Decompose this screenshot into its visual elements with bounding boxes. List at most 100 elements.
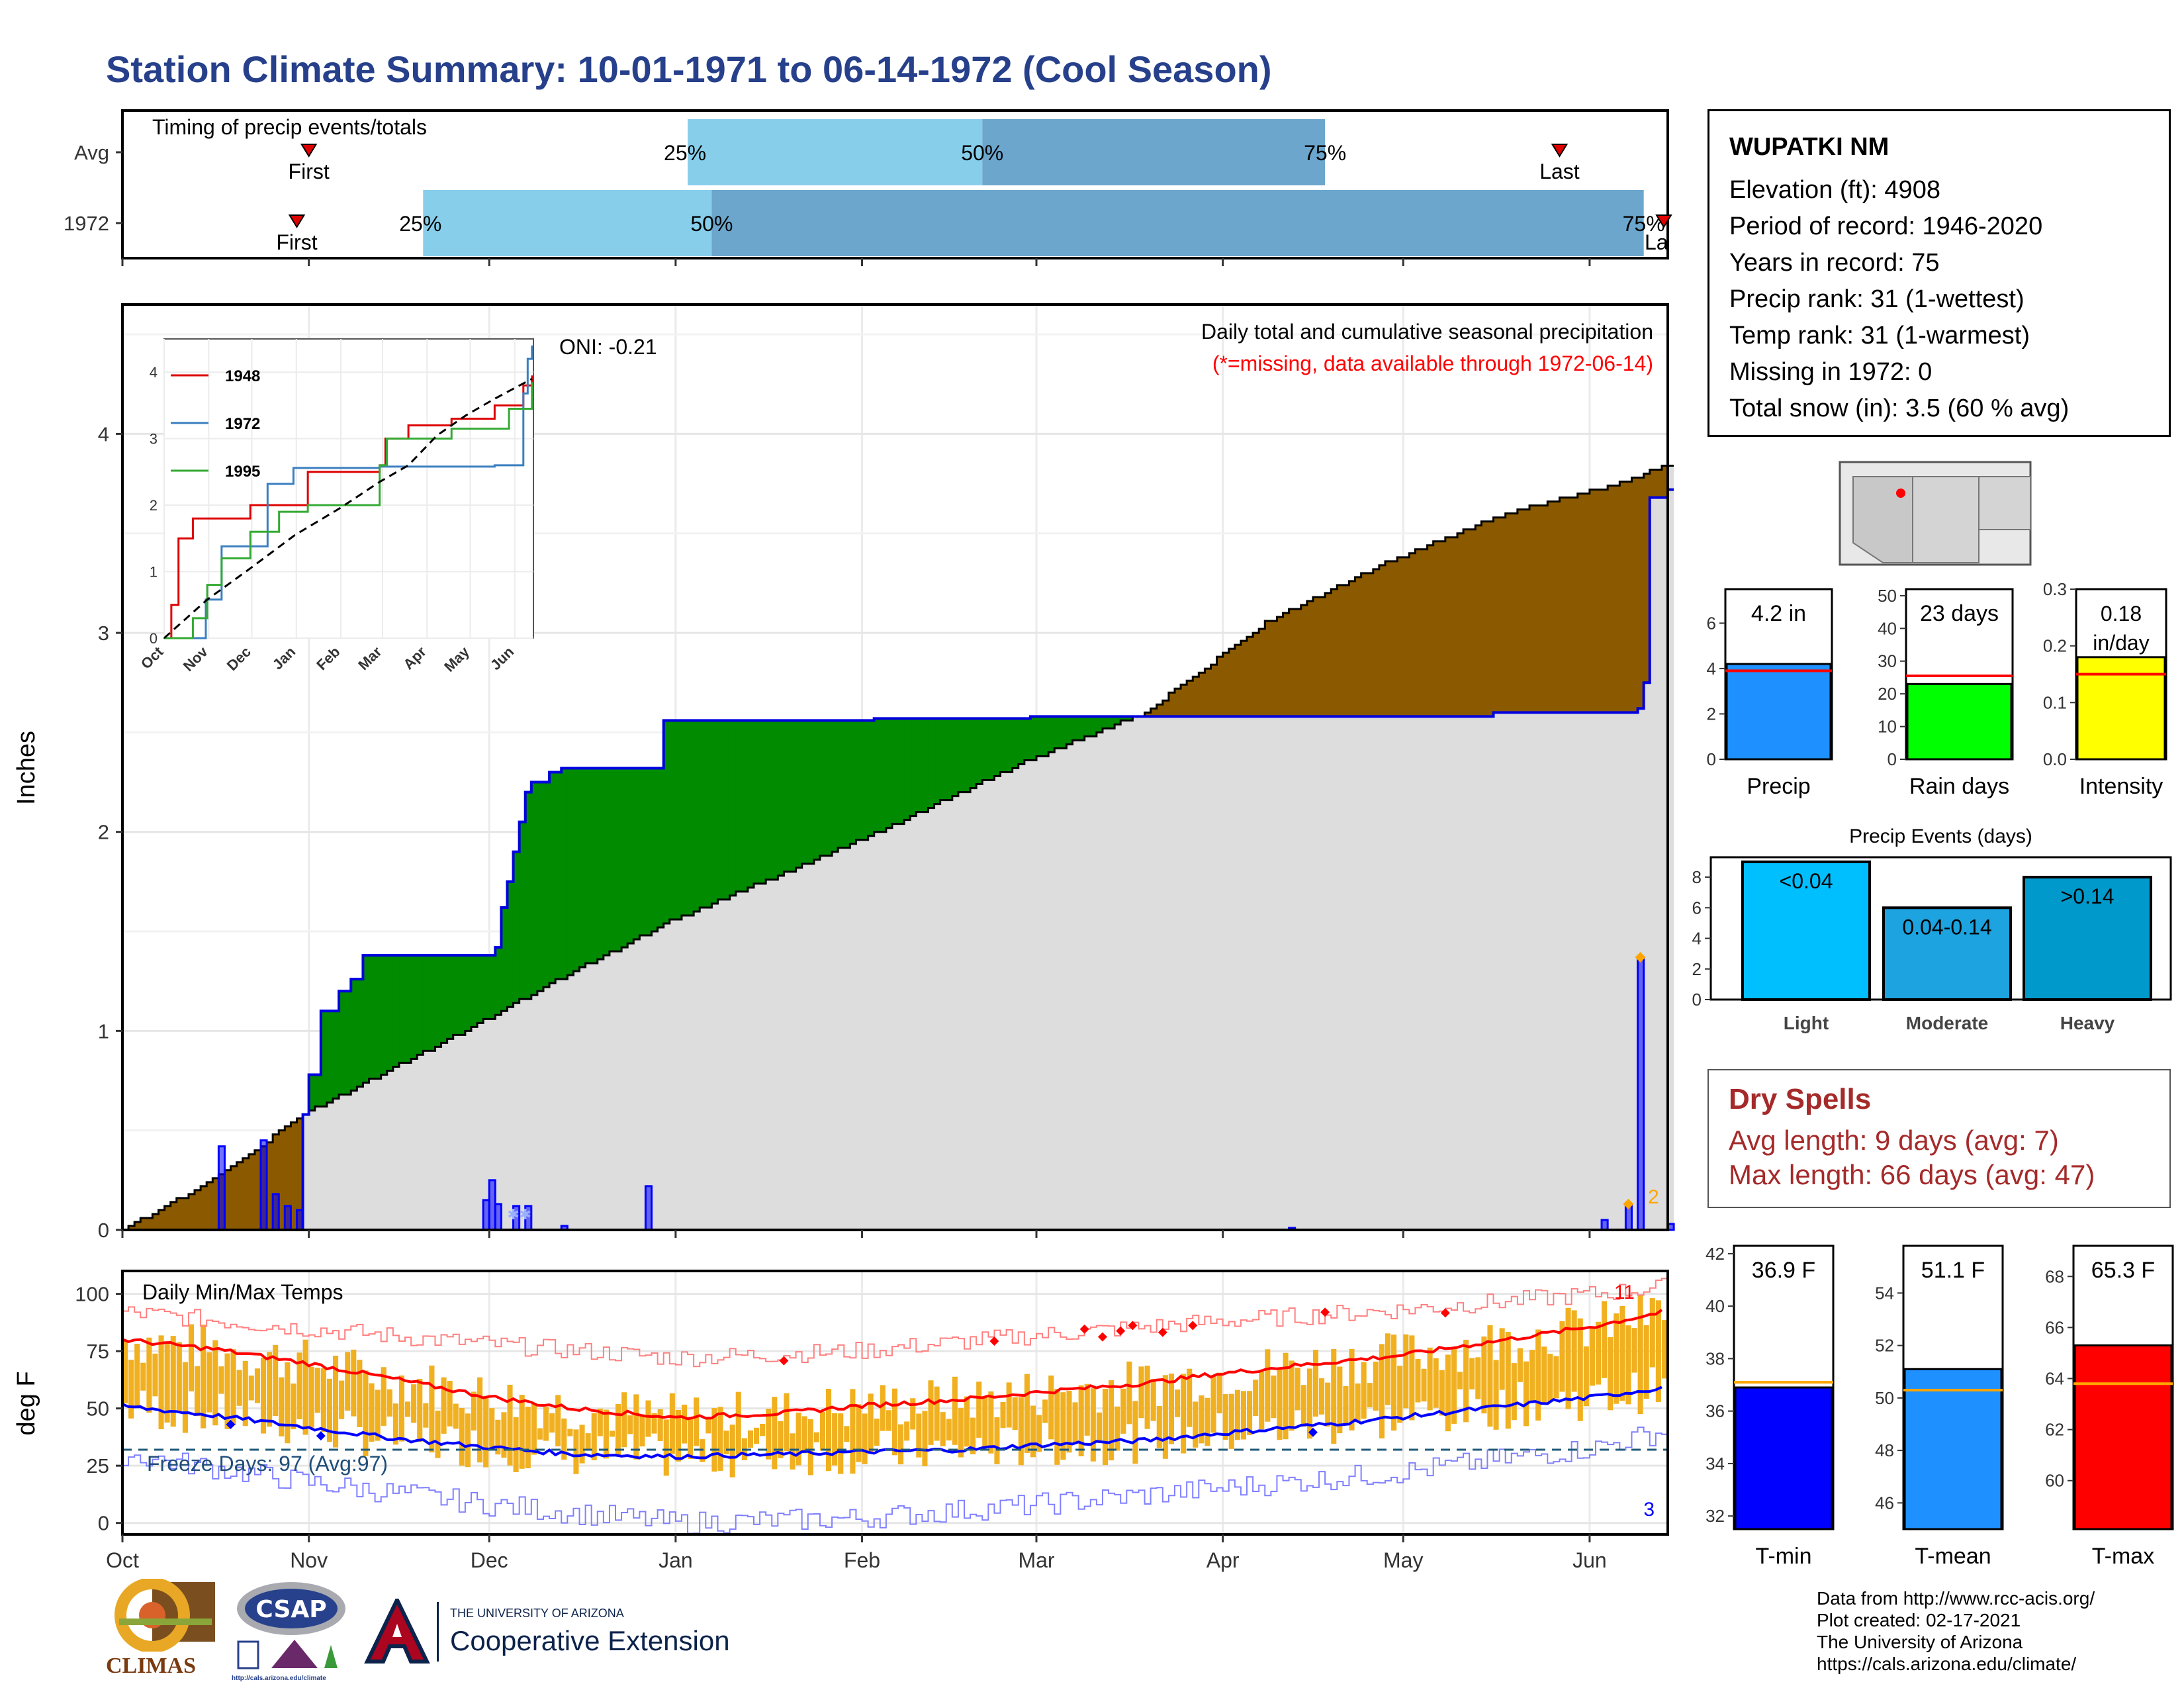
deficit-segment <box>1553 501 1561 713</box>
daily-temp-bar <box>639 1414 645 1447</box>
daily-temp-bar <box>567 1429 573 1436</box>
precip-y-tick-label: 3 <box>98 622 109 645</box>
daily-temp-bar <box>1120 1388 1126 1434</box>
daily-temp-bar <box>760 1423 766 1436</box>
surplus-segment <box>778 720 785 876</box>
daily-temp-bar <box>1187 1368 1193 1427</box>
surplus-segment <box>934 718 941 804</box>
deficit-segment <box>1174 688 1181 717</box>
daily-temp-bar <box>694 1397 700 1446</box>
surplus-segment <box>326 1011 334 1103</box>
daily-temp-bar <box>663 1419 669 1476</box>
deficit-segment <box>158 1209 165 1230</box>
daily-temp-bar <box>1054 1389 1060 1465</box>
tmean-tick-label: 50 <box>1875 1388 1894 1408</box>
deficit-segment <box>1228 649 1236 717</box>
daily-temp-bar <box>976 1382 982 1438</box>
daily-temp-bar <box>1481 1336 1487 1414</box>
surplus-segment <box>874 718 881 832</box>
dry-spells-title: Dry Spells <box>1729 1083 1872 1115</box>
daily-temp-bar <box>898 1424 904 1465</box>
surplus-segment <box>591 768 598 964</box>
intensity-axis-label: Intensity <box>2079 774 2163 799</box>
precip-tick-label: 4 <box>1707 659 1716 679</box>
deficit-segment <box>1631 477 1639 713</box>
daily-temp-bar <box>1042 1399 1048 1423</box>
inset-frame <box>163 338 534 639</box>
tmin-tick-label: 36 <box>1706 1401 1725 1421</box>
tmax-value-label: 65.3 F <box>2091 1258 2155 1283</box>
record-high-marker <box>1079 1324 1089 1334</box>
deficit-segment <box>1253 633 1259 717</box>
daily-temp-bar <box>182 1362 188 1433</box>
deficit-segment <box>1433 541 1440 717</box>
record-low-marker <box>316 1431 326 1441</box>
daily-temp-bar <box>1000 1401 1006 1429</box>
surplus-segment <box>597 768 604 960</box>
surplus-segment <box>1109 716 1115 729</box>
red-down-triangle-icon <box>1551 144 1569 158</box>
surplus-segment <box>357 979 364 1087</box>
rain_days-value-label: 23 days <box>1920 601 1999 626</box>
inset-legend-label: 1972 <box>225 415 260 433</box>
surplus-segment <box>1024 718 1031 761</box>
daily-temp-bar <box>1559 1321 1565 1392</box>
daily-temp-bar <box>1643 1325 1649 1399</box>
deficit-segment <box>1487 521 1494 717</box>
daily-temp-bar <box>633 1394 639 1460</box>
surplus-segment <box>988 718 995 780</box>
daily-temp-bar <box>874 1419 880 1446</box>
surplus-segment <box>339 991 345 1095</box>
daily-temp-bar <box>1475 1357 1481 1399</box>
deficit-segment <box>1614 485 1620 713</box>
surplus-segment <box>411 955 418 1059</box>
deficit-segment <box>1271 621 1278 717</box>
surplus-segment <box>958 718 965 792</box>
daily-temp-bar <box>1277 1369 1283 1440</box>
daily-temp-bar <box>1445 1354 1451 1432</box>
daily-temp-bar <box>723 1430 729 1454</box>
surplus-segment <box>946 718 953 800</box>
surplus-segment <box>627 768 634 944</box>
daily-temp-bar <box>1115 1406 1120 1451</box>
precip-axis-label: Precip <box>1747 774 1810 799</box>
station-name: WUPATKI NM <box>1729 133 1889 161</box>
daily-temp-bar <box>838 1413 844 1474</box>
surplus-segment <box>747 720 754 888</box>
dry-spells-box: Dry Spells Avg length: 9 days (avg: 7) M… <box>1707 1069 2171 1208</box>
surplus-segment <box>898 718 905 824</box>
precip-bar <box>1725 663 1832 761</box>
daily-temp-bar <box>308 1366 314 1428</box>
daily-temp-bar <box>717 1407 723 1471</box>
deficit-segment <box>1637 477 1645 709</box>
deficit-segment <box>201 1186 207 1230</box>
deficit-segment <box>1205 669 1212 717</box>
surplus-segment <box>363 955 370 1083</box>
daily-temp-bar <box>212 1340 218 1426</box>
precip-events-tick-label: 6 <box>1692 898 1702 917</box>
surplus-segment <box>633 768 640 940</box>
daily-temp-bar <box>435 1410 441 1458</box>
deficit-segment <box>1535 505 1542 713</box>
daily-temp-bar <box>1210 1375 1216 1433</box>
surplus-segment <box>585 768 592 964</box>
csap-url-text: http://cals.arizona.edu/climate <box>232 1675 326 1682</box>
daily-temp-bar <box>1385 1333 1391 1405</box>
daily-temp-bar <box>1066 1390 1072 1453</box>
daily-temp-bar <box>230 1349 236 1426</box>
daily-temp-bar <box>1253 1380 1259 1417</box>
surplus-segment <box>910 718 917 816</box>
deficit-segment <box>1583 493 1590 713</box>
deficit-segment <box>267 1142 273 1230</box>
daily-precip-bar <box>259 1139 268 1231</box>
temp-x-tick-label: Apr <box>1206 1548 1240 1572</box>
ua-small-text: THE UNIVERSITY OF ARIZONA <box>450 1607 624 1620</box>
daily-temp-bar <box>285 1362 291 1444</box>
inset-series-1972 <box>164 346 533 639</box>
record-high-marker <box>1128 1321 1138 1331</box>
surplus-segment <box>525 792 532 1000</box>
deficit-segment <box>1529 505 1536 713</box>
surplus-segment <box>531 782 538 996</box>
daily-temp-bar <box>314 1368 320 1413</box>
daily-temp-bar <box>1361 1362 1367 1419</box>
